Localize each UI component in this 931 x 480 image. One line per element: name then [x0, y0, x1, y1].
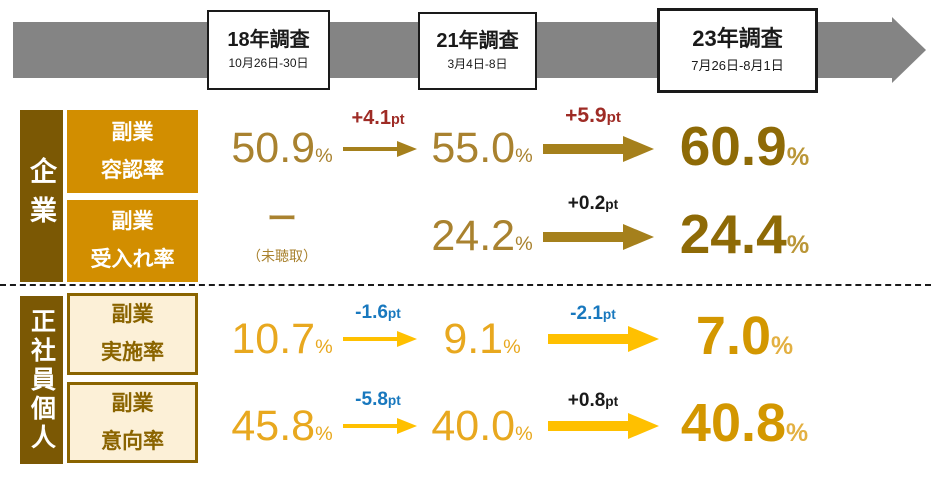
survey-title: 21年調査: [436, 30, 519, 52]
survey-box-23: 23年調査 7月26日-8月1日: [657, 8, 818, 93]
percent-unit: %: [771, 333, 794, 360]
ikou-delta-18-21: -5.8pt: [355, 389, 401, 410]
arrow-right-icon: [342, 415, 418, 437]
group-label-employee: 正社員個人: [20, 296, 63, 464]
arrow-right-thick-icon: [541, 221, 655, 253]
arrow-right-icon: [342, 138, 418, 160]
percent-unit: %: [515, 233, 533, 255]
percent-unit: %: [315, 336, 333, 358]
ukeire-value-18-missing: ー: [267, 203, 297, 236]
yonin-value-18: 50.9%: [231, 124, 333, 172]
yonin-value-23: 60.9%: [679, 115, 810, 177]
pt-unit: pt: [387, 393, 401, 408]
survey-date: 3月4日-8日: [447, 57, 508, 71]
pt-unit: pt: [390, 112, 405, 128]
jisshi-value-21: 9.1%: [443, 315, 521, 363]
jisshi-value-18: 10.7%: [231, 315, 333, 363]
pt-unit: pt: [602, 307, 616, 322]
section-divider: [0, 284, 931, 286]
ikou-value-21: 40.0%: [431, 402, 533, 450]
arrow-right-thick-icon: [541, 133, 655, 165]
percent-unit: %: [515, 423, 533, 445]
yonin-delta-18-21: +4.1pt: [351, 107, 405, 129]
percent-unit: %: [786, 231, 810, 259]
ukeire-delta-21-23: +0.2pt: [567, 193, 619, 214]
pt-unit: pt: [606, 109, 621, 126]
survey-box-18: 18年調査 10月26日-30日: [207, 10, 330, 90]
yonin-delta-21-23: +5.9pt: [565, 104, 621, 127]
survey-title: 23年調査: [692, 26, 783, 52]
arrow-right-icon: [342, 328, 418, 350]
survey-box-21: 21年調査 3月4日-8日: [418, 12, 537, 90]
survey-title: 18年調査: [227, 29, 310, 51]
percent-unit: %: [515, 145, 533, 167]
yonin-value-21: 55.0%: [431, 124, 533, 172]
percent-unit: %: [786, 143, 810, 171]
jisshi-delta-18-21: -1.6pt: [355, 302, 401, 323]
pt-unit: pt: [387, 306, 401, 321]
arrow-right-thick-icon: [546, 410, 660, 442]
group-label-company: 企業: [20, 110, 63, 282]
ikou-delta-21-23: +0.8pt: [567, 390, 619, 411]
arrow-right-thick-icon: [546, 323, 660, 355]
ukeire-value-23: 24.4%: [679, 203, 810, 265]
pt-unit: pt: [605, 394, 619, 409]
percent-unit: %: [503, 336, 521, 358]
metric-label-ikou: 副業 意向率: [67, 382, 198, 463]
jisshi-value-23: 7.0%: [695, 306, 794, 366]
metric-label-ukeire: 副業 受入れ率: [67, 200, 198, 282]
pt-unit: pt: [605, 197, 619, 212]
percent-unit: %: [315, 423, 333, 445]
ukeire-value-21: 24.2%: [431, 212, 533, 260]
jisshi-delta-21-23: -2.1pt: [570, 303, 616, 324]
percent-unit: %: [315, 145, 333, 167]
metric-label-yonin: 副業 容認率: [67, 110, 198, 193]
percent-unit: %: [786, 420, 809, 447]
survey-date: 7月26日-8月1日: [691, 57, 784, 73]
metric-label-jisshi: 副業 実施率: [67, 293, 198, 375]
timeline-arrowhead-icon: [892, 17, 926, 83]
ikou-value-23: 40.8%: [680, 393, 809, 453]
ukeire-missing-note: （未聴取）: [247, 248, 317, 264]
ikou-value-18: 45.8%: [231, 402, 333, 450]
survey-date: 10月26日-30日: [228, 56, 309, 70]
